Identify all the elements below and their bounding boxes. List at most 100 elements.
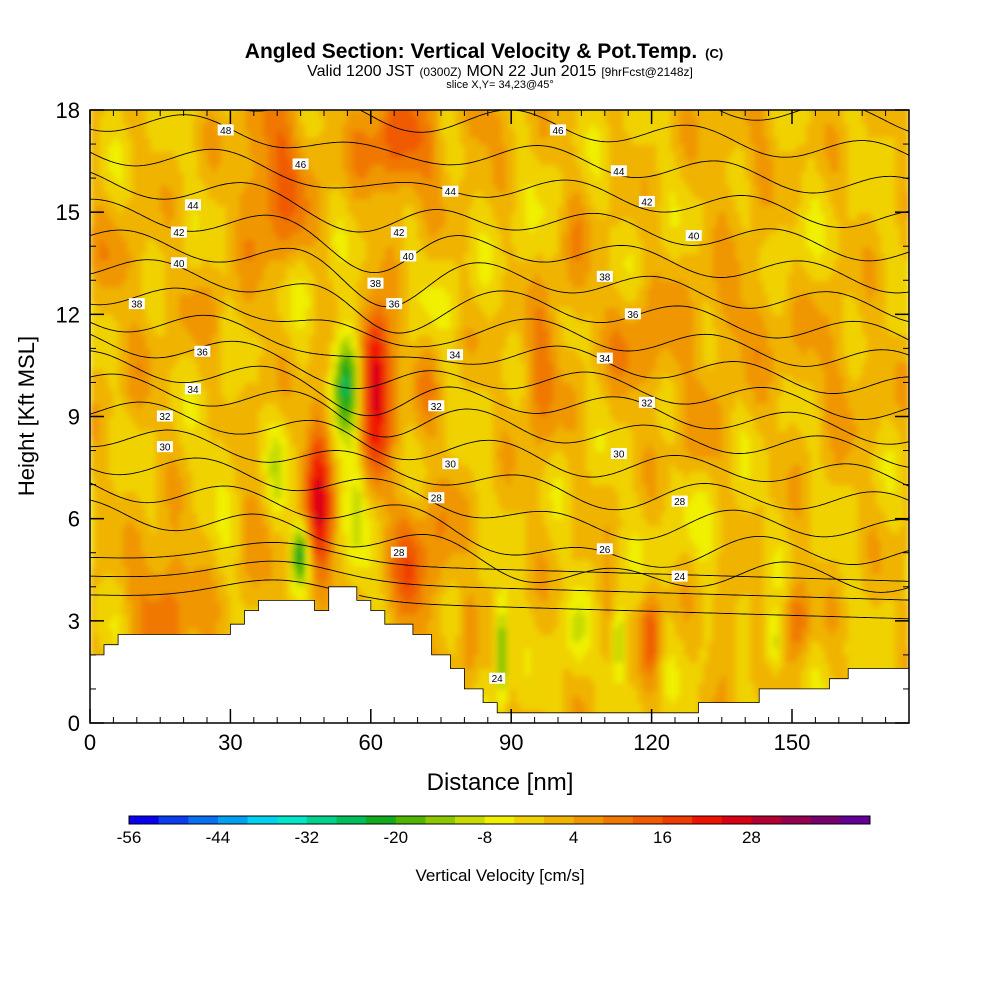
colorbar-tick-label: -8 (477, 828, 492, 847)
y-tick-label: 18 (56, 98, 80, 123)
theta-label: 42 (638, 195, 655, 208)
colorbar-swatch (484, 816, 515, 824)
theta-label: 40 (170, 257, 187, 270)
theta-label: 30 (442, 458, 459, 471)
theta-label: 32 (428, 400, 445, 413)
theta-label: 24 (489, 672, 506, 685)
colorbar-swatch (336, 816, 367, 824)
colorbar-swatch (543, 816, 574, 824)
x-axis-label: Distance [nm] (427, 769, 574, 796)
theta-contour (90, 560, 909, 601)
colorbar-tick-label: -20 (383, 828, 408, 847)
colorbar-swatch (306, 816, 337, 824)
y-axis-label: Height [Kft MSL] (14, 336, 39, 496)
theta-contour (90, 148, 909, 228)
theta-label: 36 (624, 308, 641, 321)
theta-contour (90, 579, 909, 620)
colorbar-swatch (632, 816, 663, 824)
theta-contour (717, 110, 909, 132)
theta-label: 34 (184, 383, 201, 396)
theta-label: 40 (685, 230, 702, 243)
theta-label: 36 (194, 345, 211, 358)
theta-label: 34 (447, 349, 464, 362)
theta-label: 28 (671, 495, 688, 508)
colorbar-swatch (781, 816, 812, 824)
theta-label: 24 (671, 570, 688, 583)
theta-label: 38 (128, 298, 145, 311)
colorbar-swatch (277, 816, 308, 824)
colorbar-swatch (514, 816, 545, 824)
colorbar-swatch (455, 816, 486, 824)
theta-contour (90, 171, 909, 262)
x-tick-label: 30 (218, 730, 242, 755)
colorbar-swatch (840, 816, 871, 824)
colorbar-tick-label: 28 (742, 828, 761, 847)
x-tick-label: 120 (633, 730, 670, 755)
slice-label: slice X,Y= 34,23@45° (446, 79, 554, 91)
colorbar-swatch (129, 816, 160, 824)
theta-contour (90, 259, 909, 341)
terrain (90, 586, 909, 723)
theta-contour (90, 198, 909, 294)
colorbar-swatch (692, 816, 723, 824)
colorbar-swatch (395, 816, 426, 824)
colorbar-label: Vertical Velocity [cm/s] (415, 866, 584, 885)
theta-label: 32 (156, 410, 173, 423)
theta-label: 40 (400, 250, 417, 263)
theta-contour (90, 401, 909, 487)
colorbar-swatch (573, 816, 604, 824)
colorbar-tick-label: -44 (206, 828, 231, 847)
theta-label: 46 (550, 124, 566, 137)
theta-label: 42 (170, 226, 187, 239)
colorbar-tick-label: 16 (653, 828, 672, 847)
theta-label: 38 (596, 270, 613, 283)
colorbar-tick-label: -32 (295, 828, 320, 847)
theta-contour (90, 541, 909, 582)
colorbar-swatch (662, 816, 693, 824)
colorbar-swatch (751, 816, 782, 824)
theta-label: 42 (390, 226, 407, 239)
y-tick-label: 15 (56, 200, 80, 225)
colorbar-swatch (217, 816, 248, 824)
y-tick-label: 9 (68, 405, 80, 430)
theta-label: 44 (610, 165, 627, 178)
colorbar-swatch (188, 816, 219, 824)
chart-title: Angled Section: Vertical Velocity & Pot.… (245, 40, 723, 63)
theta-contour (90, 373, 909, 468)
colorbar-swatch (603, 816, 634, 824)
y-tick-label: 12 (56, 302, 80, 327)
colorbar: -56 -44 -32 -20 -8 4 16 28 (117, 815, 871, 847)
theta-contours (90, 110, 909, 620)
theta-label: 32 (638, 396, 655, 409)
theta-label: 48 (217, 124, 234, 137)
theta-label: 38 (367, 277, 384, 290)
colorbar-swatch (425, 816, 456, 824)
theta-label: 34 (596, 352, 613, 365)
x-tick-label: 60 (359, 730, 383, 755)
theta-contour (90, 429, 909, 511)
colorbar-swatch (247, 816, 278, 824)
y-tick-label: 6 (68, 507, 80, 532)
colorbar-swatch (810, 816, 841, 824)
x-tick-label: 90 (499, 730, 523, 755)
x-tick-label: 0 (84, 730, 96, 755)
x-tick-label: 150 (774, 730, 811, 755)
colorbar-tick-label: -56 (117, 828, 142, 847)
theta-contour (90, 457, 909, 541)
y-tick-label: 3 (68, 609, 80, 634)
theta-contour (90, 314, 909, 394)
theta-label: 36 (386, 298, 403, 311)
theta-label: 44 (442, 185, 459, 198)
theta-contour (90, 287, 909, 367)
theta-label: 28 (390, 546, 407, 559)
theta-label: 44 (184, 199, 201, 212)
theta-contour (241, 110, 909, 158)
theta-contour (90, 333, 909, 420)
theta-contour (90, 482, 909, 568)
theta-label: 30 (610, 447, 627, 460)
colorbar-swatch (366, 816, 397, 824)
colorbar-swatch (158, 816, 189, 824)
